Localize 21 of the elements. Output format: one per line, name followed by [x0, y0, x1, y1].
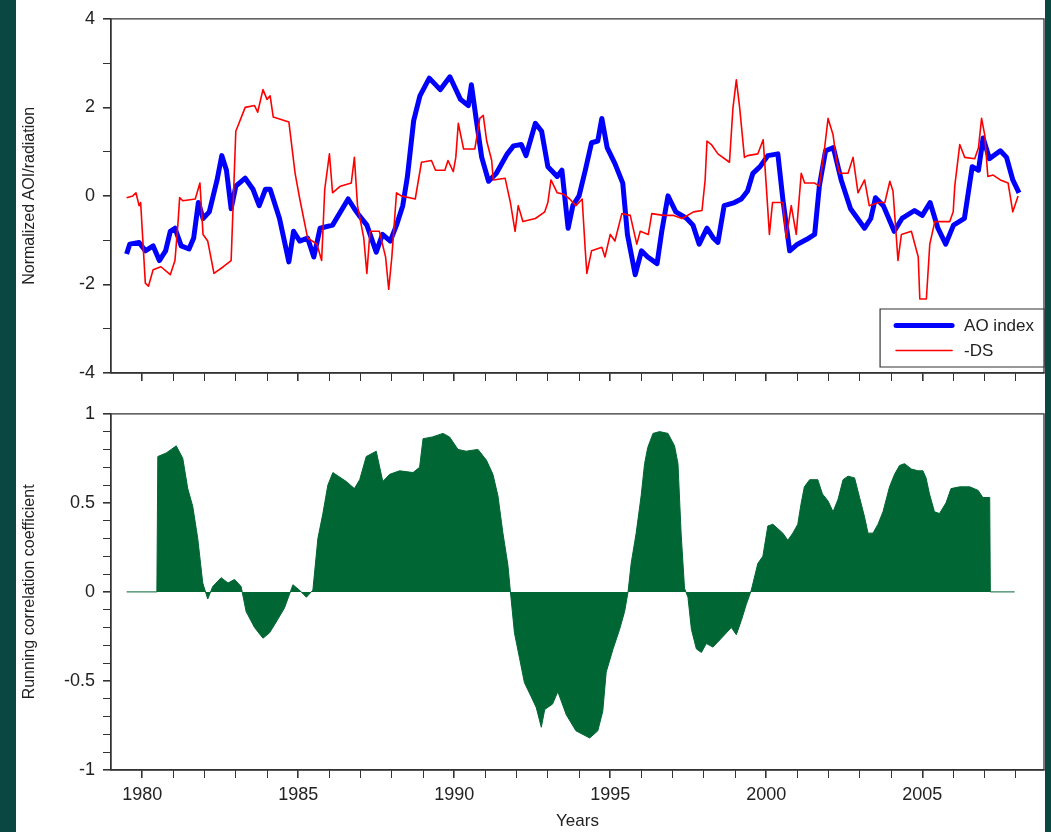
y-axis-title: Running correlation coefficient [20, 483, 38, 700]
y-tick-label: -2 [78, 273, 95, 294]
x-tick-label: 2000 [746, 783, 787, 804]
x-tick-label: 1990 [434, 783, 475, 804]
y-tick-label: -0.5 [63, 669, 95, 690]
x-tick-label: 2005 [902, 783, 943, 804]
y-tick-label: 1 [84, 402, 95, 423]
y-tick-label: -1 [78, 758, 95, 779]
y-tick-label: 4 [84, 7, 95, 28]
y-tick-label: -4 [78, 361, 95, 382]
y-tick-label: 0.5 [69, 491, 95, 512]
legend-label: -DS [964, 341, 994, 361]
x-tick-label: 1980 [122, 783, 163, 804]
x-axis-title: Years [556, 811, 599, 831]
x-tick-label: 1985 [278, 783, 319, 804]
y-tick-label: 0 [84, 184, 95, 205]
y-axis-title: Normalized AOI/radiation [20, 106, 38, 285]
x-tick-label: 1995 [590, 783, 631, 804]
y-tick-label: 0 [84, 580, 95, 601]
y-tick-label: 2 [84, 96, 95, 117]
legend-label: AO index [964, 316, 1035, 336]
